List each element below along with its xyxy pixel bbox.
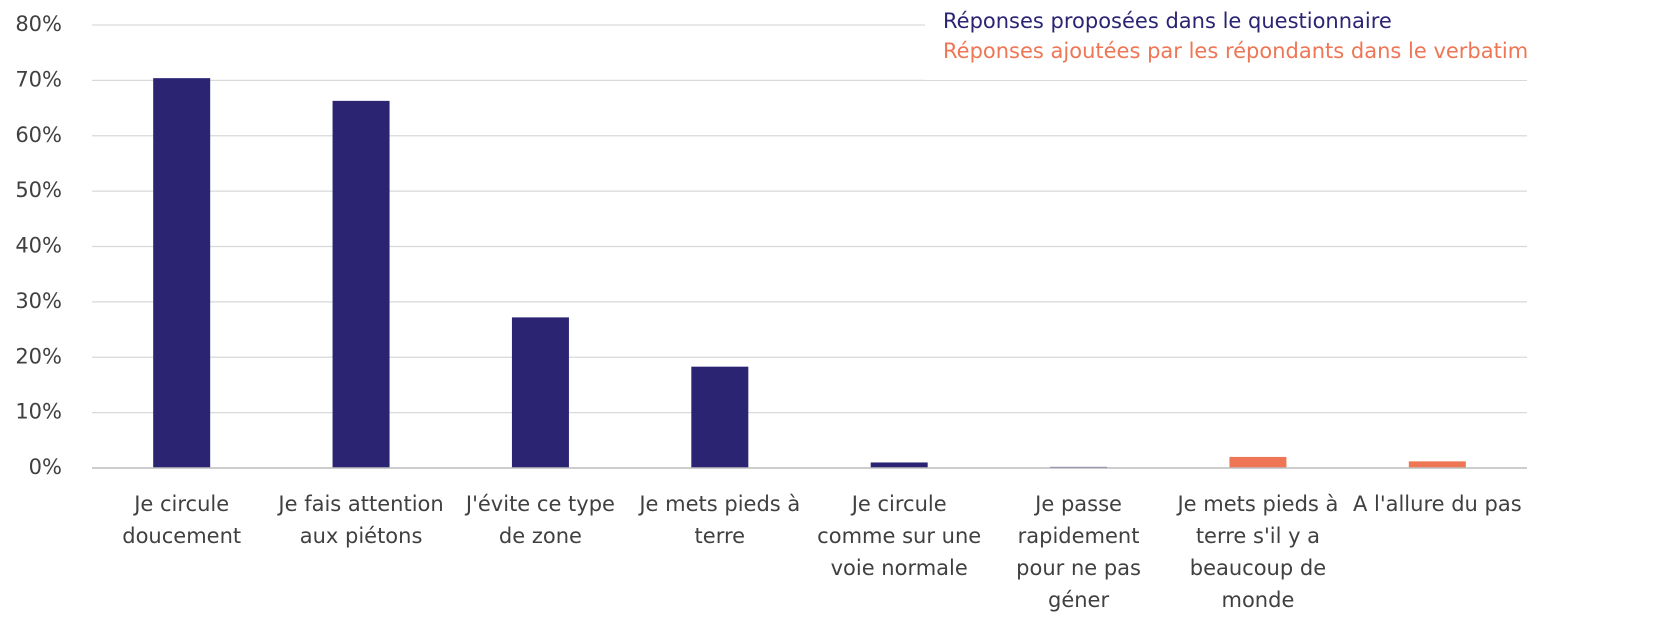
bar — [1229, 456, 1287, 468]
legend-background — [925, 0, 1654, 80]
x-tick-label: A l'allure du pas — [1352, 492, 1522, 516]
bar — [332, 100, 390, 469]
bar — [691, 366, 749, 468]
x-tick-label: Je circule comme sur une voie normale — [817, 492, 982, 580]
x-tick-label: Je mets pieds à terre s'il y a beaucoup … — [1177, 492, 1339, 612]
bar — [870, 462, 928, 468]
x-tick-label: Je mets pieds à terre — [639, 492, 801, 548]
x-tick-label: Je circule doucement — [122, 492, 242, 548]
y-tick-label: 10% — [15, 400, 62, 424]
y-tick-label: 0% — [29, 455, 62, 479]
y-tick-label: 80% — [15, 12, 62, 36]
x-tick-label: J'évite ce type de zone — [465, 492, 615, 548]
legend-entry: Réponses ajoutées par les répondants dan… — [943, 39, 1528, 63]
y-tick-label: 70% — [15, 67, 62, 91]
y-tick-label: 40% — [15, 234, 62, 258]
y-tick-label: 60% — [15, 123, 62, 147]
y-tick-label: 30% — [15, 289, 62, 313]
bar — [153, 78, 211, 468]
bar — [1408, 461, 1466, 468]
x-tick-label: Je passe rapidement pour ne pas géner — [1016, 492, 1141, 612]
bar — [511, 317, 569, 468]
x-tick-label: Je fais attention aux piétons — [278, 492, 444, 548]
y-tick-label: 20% — [15, 344, 62, 368]
y-tick-label: 50% — [15, 178, 62, 202]
legend-entry: Réponses proposées dans le questionnaire — [943, 9, 1392, 33]
